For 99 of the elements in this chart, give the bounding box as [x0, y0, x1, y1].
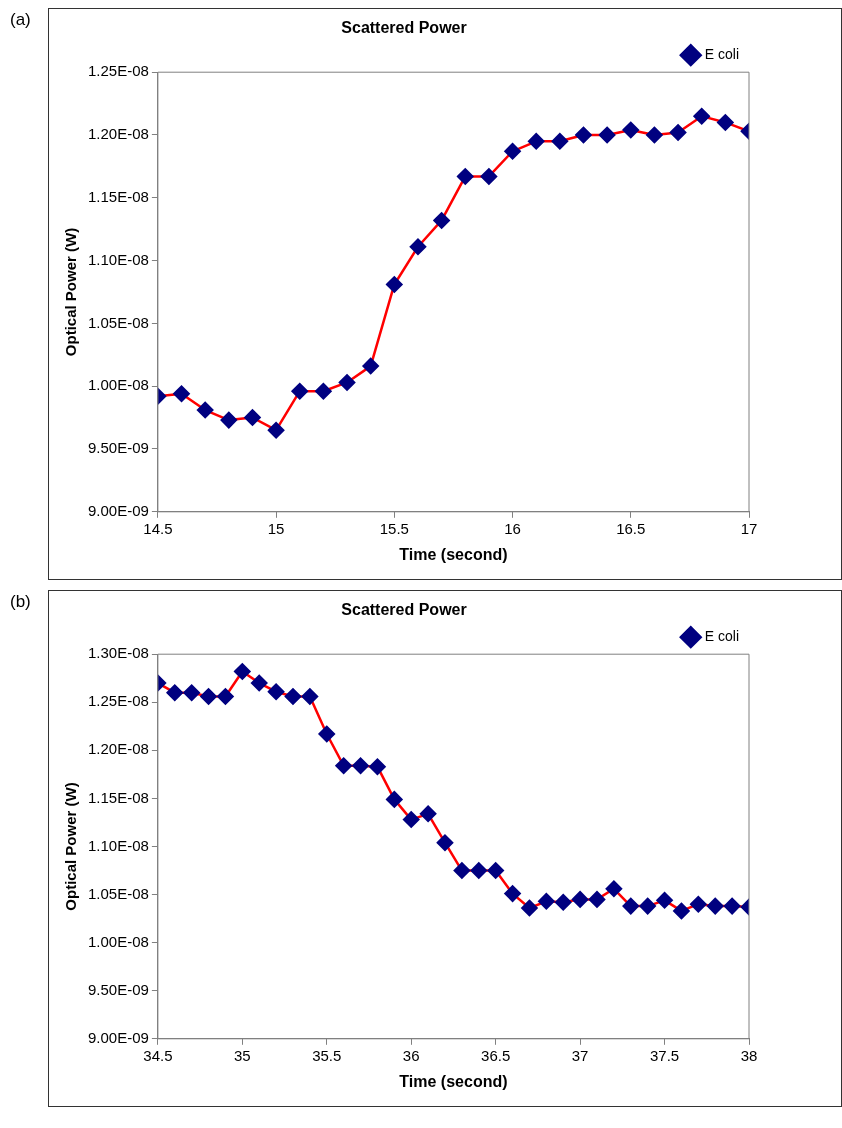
point: [220, 411, 238, 429]
point: [267, 421, 285, 439]
point: [338, 374, 356, 391]
point: [217, 688, 234, 705]
legend-label: E coli: [704, 628, 739, 645]
point: [166, 684, 184, 701]
point: [504, 143, 521, 160]
x-tick-label: 36.5: [481, 1046, 511, 1064]
point: [457, 168, 474, 185]
point: [656, 892, 673, 909]
point: [453, 862, 471, 879]
point: [301, 688, 319, 705]
chart-title: Scattered Power: [341, 601, 467, 619]
point: [690, 895, 707, 913]
point: [234, 663, 251, 680]
point: [723, 897, 741, 915]
point: [402, 811, 420, 828]
point: [318, 725, 336, 743]
text: (b): [10, 592, 31, 612]
x-tick-label: 37.5: [649, 1046, 680, 1064]
x-tick-label: 15: [267, 519, 285, 537]
y-tick-label: 1.00E-08: [87, 932, 149, 950]
point: [250, 674, 268, 692]
point: [409, 238, 427, 256]
point: [352, 757, 369, 774]
point: [386, 791, 403, 808]
y-axis-title: Optical Power (W): [62, 782, 80, 911]
point: [706, 897, 724, 915]
y-tick-label: 9.00E-09: [87, 1028, 149, 1046]
y-tick-label: 1.15E-08: [87, 187, 149, 205]
y-tick-label: 1.10E-08: [87, 836, 149, 854]
y-tick-label: 1.25E-08: [87, 62, 149, 80]
point: [693, 107, 710, 125]
x-tick-label: 36: [402, 1046, 420, 1064]
point: [362, 357, 379, 375]
point: [622, 121, 640, 139]
point: [673, 902, 690, 920]
point: [480, 168, 498, 185]
x-tick-label: 17: [740, 519, 758, 537]
point: [284, 688, 302, 705]
chart-title: Scattered Power: [341, 19, 467, 37]
point: [639, 897, 656, 915]
point: [487, 862, 504, 879]
y-tick-label: 9.50E-09: [87, 439, 149, 457]
y-tick-label: 1.10E-08: [87, 250, 149, 268]
point: [200, 688, 217, 705]
x-tick-label: 35.5: [312, 1046, 342, 1064]
point: [622, 897, 640, 915]
point: [315, 382, 332, 400]
y-tick-label: 1.15E-08: [87, 788, 149, 806]
x-tick-label: 37: [571, 1046, 589, 1064]
x-tick-label: 34.5: [143, 1046, 173, 1064]
x-tick-label: 16: [504, 519, 521, 537]
y-tick-label: 1.05E-08: [87, 313, 149, 331]
legend-label: E coli: [704, 46, 739, 63]
x-axis-title: Time (second): [399, 545, 508, 563]
point: [527, 133, 545, 150]
y-tick-label: 1.00E-08: [87, 376, 149, 394]
point: [267, 683, 285, 700]
y-tick-label: 1.20E-08: [87, 125, 149, 143]
y-tick-label: 1.05E-08: [87, 884, 149, 902]
y-tick-label: 1.20E-08: [87, 740, 149, 758]
point: [244, 409, 261, 426]
y-tick-label: 9.50E-09: [87, 980, 149, 998]
y-tick-label: 1.25E-08: [87, 692, 149, 710]
point: [504, 885, 521, 902]
point: [335, 757, 352, 774]
point: [183, 684, 200, 701]
point: [551, 133, 569, 150]
y-tick-label: 9.00E-09: [87, 501, 149, 519]
point: [571, 891, 589, 908]
point: [173, 385, 190, 402]
point: [669, 124, 687, 141]
point: [386, 276, 403, 293]
point: [419, 805, 437, 823]
point: [646, 126, 663, 144]
point: [598, 126, 616, 144]
y-axis-title: Optical Power (W): [62, 227, 80, 357]
y-tick-label: 1.30E-08: [87, 644, 149, 662]
point: [291, 382, 308, 400]
point: [470, 862, 488, 879]
point: [433, 212, 450, 229]
point: [369, 758, 386, 775]
text: (a): [10, 10, 31, 30]
point: [605, 880, 623, 898]
point: [575, 126, 592, 144]
x-axis-title: Time (second): [399, 1072, 508, 1090]
point: [717, 114, 734, 131]
point: [436, 834, 454, 851]
point: [196, 401, 214, 419]
x-tick-label: 15.5: [379, 519, 409, 537]
x-tick-label: 38: [740, 1046, 758, 1064]
x-tick-label: 16.5: [616, 519, 646, 537]
x-tick-label: 35: [233, 1046, 251, 1064]
point: [554, 894, 572, 911]
point: [588, 891, 606, 908]
x-tick-label: 14.5: [143, 519, 173, 537]
point: [538, 893, 555, 910]
point: [521, 899, 538, 917]
